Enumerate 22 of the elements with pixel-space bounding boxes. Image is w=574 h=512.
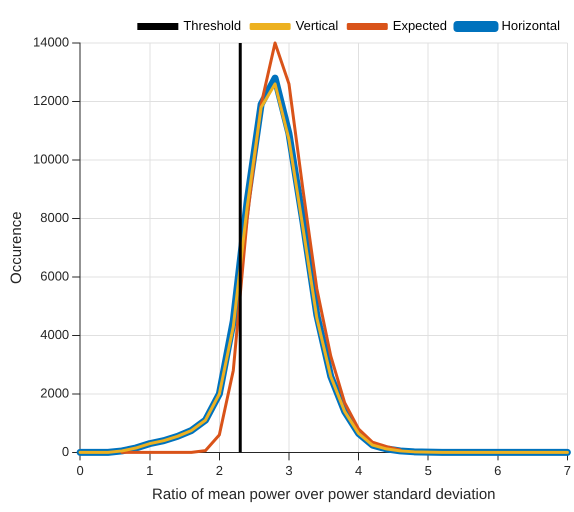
y-tick-label: 12000 [32, 93, 70, 108]
x-tick-label: 5 [424, 462, 432, 478]
y-axis-title: Occurence [8, 211, 26, 284]
x-tick-label: 6 [494, 462, 502, 478]
legend-label: Threshold [183, 18, 242, 34]
x-tick-label: 3 [285, 462, 293, 478]
x-tick-label: 7 [564, 462, 571, 478]
legend-label: Vertical [296, 18, 338, 34]
y-tick-label: 4000 [40, 327, 70, 342]
x-tick-label: 4 [354, 462, 362, 478]
y-tick-label: 10000 [32, 152, 70, 167]
x-tick-label: 1 [146, 462, 154, 478]
y-tick-label: 6000 [40, 268, 70, 284]
y-tick-label: 14000 [32, 34, 70, 50]
x-tick-label: 2 [216, 462, 223, 478]
y-tick-label: 0 [62, 444, 70, 459]
x-axis-title: Ratio of mean power over power standard deviation [152, 486, 496, 504]
y-tick-label: 8000 [40, 210, 70, 226]
x-tick-label: 0 [76, 462, 84, 478]
legend-label: Horizontal [501, 18, 560, 34]
legend-label: Expected [392, 18, 447, 34]
y-tick-label: 2000 [40, 385, 70, 400]
